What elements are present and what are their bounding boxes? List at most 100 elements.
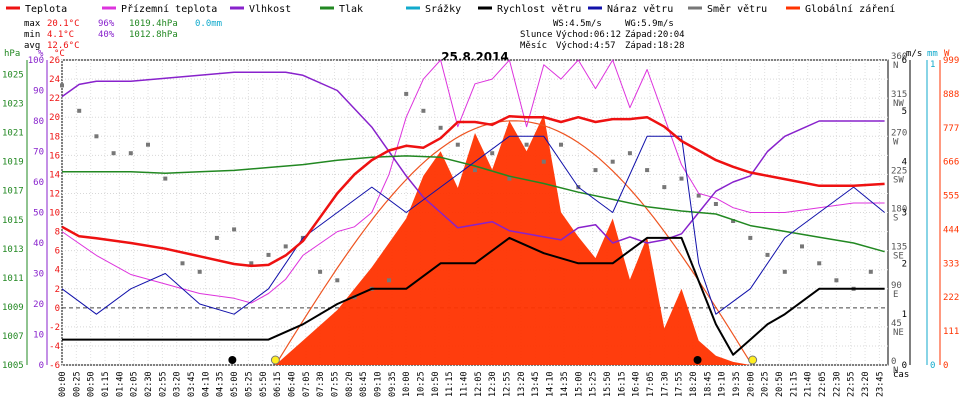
wind-direction-point [111,151,116,156]
humidity-tick: 50 [33,209,44,219]
humidity-tick: 90 [33,87,44,97]
wind-speed-line [62,236,885,356]
stats-label: min [24,30,40,40]
pressure-tick: 1021 [2,129,24,139]
wind-direction-point [438,125,443,130]
time-tick: 19:35 [732,371,742,397]
time-tick: 15:50 [603,371,613,397]
axis-title-humidity: % [38,49,44,59]
time-tick: 05:00 [230,371,240,397]
stats-temp: 4.1°C [47,30,74,40]
solar-tick: 666 [943,158,959,168]
astro-block: WS:4.5m/s WG:5.9m/s Slunce Východ:06:12 Zápa… [520,19,685,51]
pressure-tick: 1017 [2,187,24,197]
pressure-tick: 1013 [2,245,24,255]
stats-label: avg [24,41,40,51]
wind-direction-point [834,278,839,283]
humidity-line [61,71,885,244]
wind-direction-point [541,159,546,164]
time-tick: 14:10 [546,371,556,397]
humidity-tick: 70 [33,148,44,158]
wind-speed-tick: 4 [902,158,907,168]
time-tick: 07:55 [330,371,340,397]
legend-label: Směr větru [707,3,767,15]
stats-rain: 0.0mm [195,19,222,29]
time-tick: 12:30 [488,371,498,397]
direction-tick: 360 [891,52,907,62]
direction-tick: 270 [891,128,907,138]
wind-direction-point [180,261,185,266]
time-tick: 19:10 [718,371,728,397]
time-tick: 10:00 [402,371,412,397]
time-tick: 01:15 [101,371,111,397]
legend-label: Tlak [339,4,363,15]
wind-direction-point [662,185,667,190]
time-tick: 21:40 [804,371,814,397]
wind-direction-point [748,235,753,240]
time-tick: 21:15 [789,371,799,397]
pressure-tick: 1019 [2,158,24,168]
direction-letter: S [893,214,898,224]
legend-label: Vlhkost [249,4,291,15]
axis-title-temperature: °C [54,49,65,59]
temperature-tick: 4 [55,266,60,276]
stats-humidity: 40% [98,30,115,40]
wind-direction-point [868,269,873,274]
wind-direction-point [731,219,736,223]
wind-direction-point [163,176,168,181]
temperature-tick: -4 [49,342,60,352]
wind-direction-point [232,227,237,232]
direction-letter: SE [893,252,904,262]
stats-pressure: 1019.4hPa [129,19,178,29]
legend-label: Teplota [25,4,67,15]
pressure-tick: 1009 [2,303,24,313]
pressure-tick: 1025 [2,71,24,81]
temperature-tick: 26 [49,56,60,66]
axis-title-pressure: hPa [4,49,20,59]
wind-direction-point [559,142,563,147]
time-tick: 02:05 [130,371,140,397]
sun-label: Slunce [520,30,553,40]
legend-label: Rychlost větru [497,3,581,15]
time-tick: 02:30 [144,371,154,397]
time-tick: 10:25 [417,371,427,397]
wind-speed-tick: 6 [902,56,907,66]
time-tick: 02:55 [158,371,168,397]
stats-block: max 20.1°C 96% 1019.4hPa 0.0mm min 4.1°C 40% 101… [24,19,222,51]
time-tick: 17:05 [646,371,656,397]
time-tick: 00:25 [72,371,82,397]
solar-tick: 777 [943,124,959,134]
direction-tick: 225 [891,166,907,176]
temperature-tick: 2 [55,285,60,295]
time-tick: 20:00 [746,371,756,397]
temperature-tick: 8 [55,228,60,238]
time-tick: 00:00 [58,371,68,397]
wind-direction-point [77,108,82,113]
x-axis-label: čas [893,369,909,380]
time-tick: 01:40 [115,371,125,397]
temperature-tick: 20 [49,113,60,123]
humidity-tick: 30 [33,270,44,280]
wind-direction-point [146,142,150,147]
time-tick: 06:15 [273,371,283,397]
wind-speed-tick: 0 [902,361,907,371]
temperature-tick: 0 [55,304,60,314]
direction-letter: NE [893,328,904,338]
wind-direction-point [713,202,718,206]
time-tick: 11:15 [445,371,455,397]
moonrise-marker [228,356,237,364]
solar-tick: 444 [943,225,959,235]
wind-speed-tick: 5 [902,107,907,117]
temperature-tick: 14 [49,170,60,180]
direction-letter: N [893,61,898,71]
time-tick: 14:35 [560,371,570,397]
wind-direction-point [249,261,254,266]
time-tick: 03:20 [173,371,183,397]
time-tick: 18:45 [703,371,713,397]
time-tick: 23:45 [875,371,885,397]
humidity-tick: 40 [33,239,44,249]
direction-letter: N [893,366,898,376]
dew-temperature-line [61,59,885,304]
wind-direction-point [318,269,323,274]
time-tick: 23:20 [861,371,871,397]
